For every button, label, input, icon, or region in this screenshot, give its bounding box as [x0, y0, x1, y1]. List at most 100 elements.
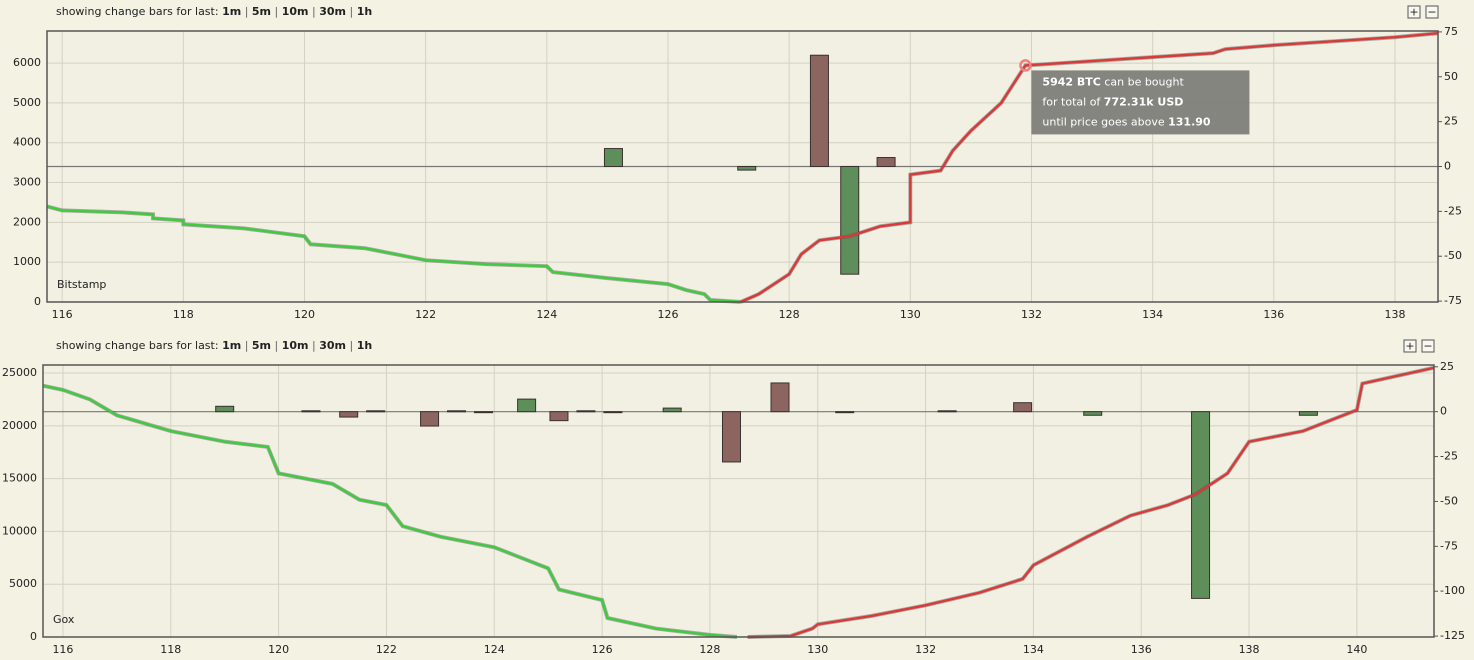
depth-line [42, 384, 737, 639]
x-tick-label: 134 [1023, 643, 1044, 656]
toolbar: showing change bars for last: 1m | 5m | … [56, 339, 372, 352]
y2-tick-label: 50 [1444, 70, 1458, 83]
y-tick-label: 20000 [2, 419, 37, 432]
tooltip-line: 5942 BTC can be bought [1042, 75, 1184, 88]
change-bar [603, 148, 623, 167]
exchange-label: Bitstamp [57, 278, 106, 291]
tooltip-text: until price goes above [1042, 115, 1168, 128]
depth-line [740, 32, 1439, 304]
y-tick-label: 0 [30, 630, 37, 643]
x-tick-label: 128 [699, 643, 720, 656]
y2-tick-label: -50 [1444, 249, 1462, 262]
y-tick-label: 2000 [13, 215, 41, 228]
separator: | [275, 5, 279, 18]
x-tick-label: 116 [52, 643, 73, 656]
tooltip-line: for total of 772.31k USD [1042, 95, 1183, 108]
interval-option[interactable]: 30m [319, 339, 346, 352]
interval-option[interactable]: 10m [282, 339, 309, 352]
zoom-button[interactable] [1407, 5, 1421, 19]
interval-option[interactable]: 5m [252, 5, 271, 18]
x-tick-label: 132 [1021, 308, 1042, 321]
interval-option[interactable]: 1m [222, 5, 241, 18]
zoom-button-label[interactable]: + [1409, 6, 1418, 19]
change-bar [447, 410, 467, 413]
change-bar [770, 382, 790, 413]
toolbar-label: showing change bars for last: [56, 339, 219, 352]
x-tick-label: 136 [1131, 643, 1152, 656]
x-tick-label: 130 [807, 643, 828, 656]
y2-tick-label: 25 [1440, 360, 1454, 373]
change-bar [876, 157, 896, 167]
tooltip-text: 5942 BTC [1042, 75, 1100, 88]
interval-option[interactable]: 1m [222, 339, 241, 352]
x-tick-label: 126 [657, 308, 678, 321]
y2-tick-label: -75 [1440, 539, 1458, 552]
interval-option[interactable]: 30m [319, 5, 346, 18]
x-tick-label: 132 [915, 643, 936, 656]
y-tick-label: 0 [34, 295, 41, 308]
change-bar [1298, 411, 1318, 416]
y-tick-label: 15000 [2, 472, 37, 485]
tooltip-text: 772.31k USD [1104, 95, 1184, 108]
change-bar [473, 411, 493, 414]
separator: | [312, 5, 316, 18]
annotation-point [1019, 59, 1032, 72]
tooltip-text: 131.90 [1168, 115, 1211, 128]
x-tick-label: 138 [1239, 643, 1260, 656]
x-tick-label: 128 [779, 308, 800, 321]
y2-tick-label: 75 [1444, 25, 1458, 38]
y-tick-label: 6000 [13, 56, 41, 69]
change-bar [840, 166, 860, 275]
x-tick-label: 118 [173, 308, 194, 321]
zoom-button-label[interactable]: − [1427, 6, 1436, 19]
y-tick-label: 4000 [13, 136, 41, 149]
separator: | [245, 339, 249, 352]
change-bar [662, 407, 682, 413]
change-bar [576, 410, 596, 413]
y2-tick-label: -75 [1444, 294, 1462, 307]
change-bar [937, 410, 957, 413]
x-tick-label: 136 [1263, 308, 1284, 321]
y2-tick-label: 0 [1444, 160, 1451, 173]
change-bar [301, 410, 321, 413]
x-tick-label: 120 [294, 308, 315, 321]
change-bar [549, 411, 569, 422]
zoom-button-label[interactable]: + [1405, 340, 1414, 353]
x-tick-label: 140 [1346, 643, 1367, 656]
interval-option[interactable]: 1h [357, 5, 373, 18]
y2-tick-label: -25 [1444, 204, 1462, 217]
exchange-label: Gox [53, 613, 75, 626]
separator: | [350, 339, 354, 352]
y2-tick-label: 0 [1440, 405, 1447, 418]
zoom-button[interactable] [1421, 339, 1435, 353]
x-tick-label: 124 [484, 643, 505, 656]
change-bar [517, 398, 537, 413]
depth-line [46, 205, 741, 304]
plot-frame [42, 364, 1435, 638]
zoom-button[interactable] [1403, 339, 1417, 353]
y-tick-label: 5000 [9, 577, 37, 590]
change-bar [603, 411, 623, 414]
change-bar [366, 410, 386, 413]
interval-option[interactable]: 10m [282, 5, 309, 18]
y2-tick-label: -100 [1440, 584, 1465, 597]
tooltip-line: until price goes above 131.90 [1042, 115, 1210, 128]
y2-tick-label: -25 [1440, 450, 1458, 463]
zoom-button[interactable] [1425, 5, 1439, 19]
toolbar: showing change bars for last: 1m | 5m | … [56, 5, 372, 18]
zoom-button-label[interactable]: − [1423, 340, 1432, 353]
interval-option[interactable]: 1h [357, 339, 373, 352]
toolbar-label: showing change bars for last: [56, 5, 219, 18]
interval-option[interactable]: 5m [252, 339, 271, 352]
tooltip-box [1031, 70, 1250, 135]
y2-tick-label: -50 [1440, 494, 1458, 507]
depth-line [747, 366, 1435, 639]
change-bar [721, 411, 741, 463]
x-tick-label: 124 [536, 308, 557, 321]
y-tick-label: 10000 [2, 524, 37, 537]
change-bar [420, 411, 440, 427]
change-bar [737, 166, 757, 171]
x-tick-label: 130 [900, 308, 921, 321]
y-tick-label: 5000 [13, 96, 41, 109]
